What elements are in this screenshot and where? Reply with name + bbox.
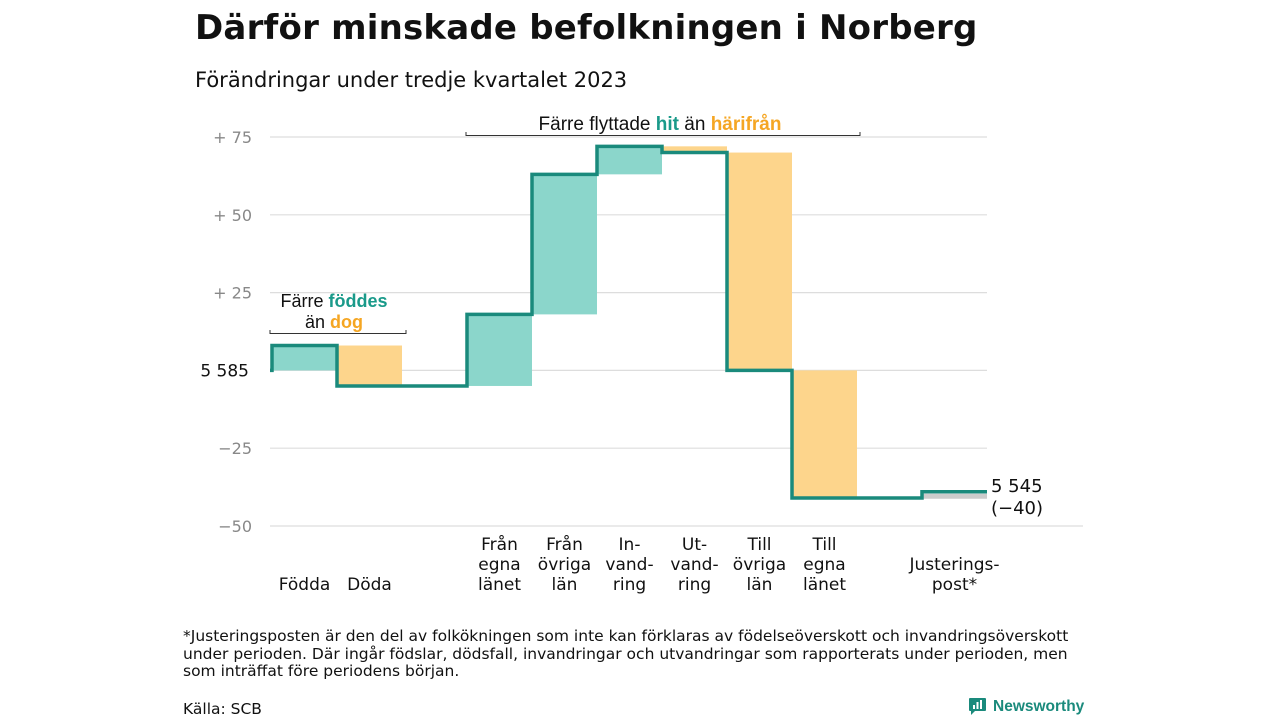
- x-tick-label-line: egna: [478, 555, 520, 575]
- x-tick-label: Döda: [347, 575, 392, 595]
- annotation-moves: Färre flyttade hit än härifrån: [465, 114, 861, 136]
- bar: [792, 370, 857, 498]
- x-tick-label-line: post*: [932, 575, 977, 595]
- x-tick-label-line: övriga: [538, 555, 591, 575]
- x-tick-label-line: vand-: [670, 555, 718, 575]
- bar: [597, 146, 662, 175]
- end-change-label: (−40): [991, 498, 1043, 519]
- source-label: Källa: SCB: [183, 700, 262, 718]
- y-tick-label: + 25: [213, 284, 252, 303]
- x-tick-label-line: Till: [746, 535, 771, 555]
- brand-name: Newsworthy: [993, 697, 1085, 715]
- x-tick-label-line: egna: [803, 555, 845, 575]
- x-tick-label-line: län: [552, 575, 578, 595]
- x-tick-label-line: Ut-: [682, 535, 707, 555]
- bar: [727, 152, 792, 371]
- annotation-births-line1: Färre föddes: [280, 291, 387, 311]
- x-tick-label-line: Justerings-: [908, 555, 999, 575]
- x-labels: Födda DödaFrånegnalänetFrånövrigalänIn-va…: [279, 534, 1000, 595]
- chart-title: Därför minskade befolkningen i Norberg: [195, 8, 978, 48]
- bar: [532, 174, 597, 315]
- x-tick-label-line: Från: [546, 534, 583, 555]
- x-tick-label-line: Döda: [347, 575, 392, 595]
- chart-subtitle: Förändringar under tredje kvartalet 2023: [195, 68, 628, 92]
- x-tick-label-line: län: [747, 575, 773, 595]
- x-tick-label-line: Till: [811, 535, 836, 555]
- footnote: *Justeringsposten är den del av folkökni…: [183, 627, 1069, 680]
- y-tick-label: + 50: [213, 206, 252, 225]
- end-value-label: 5 545: [991, 476, 1043, 497]
- x-tick-label: Justerings-post*: [908, 555, 999, 595]
- x-tick-label-line: länet: [478, 575, 521, 595]
- x-tick-label-line: ring: [613, 575, 646, 595]
- y-tick-label: + 75: [213, 128, 252, 147]
- brand-logo: Newsworthy: [968, 697, 1084, 716]
- x-tick-label: In-vand-ring: [605, 535, 653, 595]
- cumulative-step-line: [270, 144, 987, 500]
- baseline-label: 5 585: [200, 361, 249, 381]
- x-tick-label-line: ring: [678, 575, 711, 595]
- x-tick-label-line: vand-: [605, 555, 653, 575]
- x-tick-label-line: In-: [619, 535, 641, 555]
- bar-chart-icon: [969, 698, 986, 715]
- bar: [272, 345, 337, 371]
- annotation-births-line2: än dog: [305, 312, 363, 332]
- y-grid: + 75 + 50 + 25 5 585 −25 −50: [200, 128, 1083, 536]
- bar: [662, 146, 727, 153]
- bar: [922, 493, 987, 499]
- x-tick-label: Födda: [279, 575, 331, 595]
- x-tick-label: Ut-vand-ring: [670, 535, 718, 595]
- x-tick-label-line: Födda: [279, 575, 331, 595]
- x-tick-label-line: Från: [481, 534, 518, 555]
- y-tick-label: −25: [218, 439, 252, 458]
- bars: [272, 146, 987, 499]
- annotation-moves-text: Färre flyttade hit än härifrån: [539, 114, 782, 135]
- bar: [337, 345, 402, 386]
- bar: [467, 314, 532, 386]
- x-tick-label-line: övriga: [733, 555, 786, 575]
- y-tick-label: −50: [218, 517, 252, 536]
- x-tick-label-line: länet: [803, 575, 846, 595]
